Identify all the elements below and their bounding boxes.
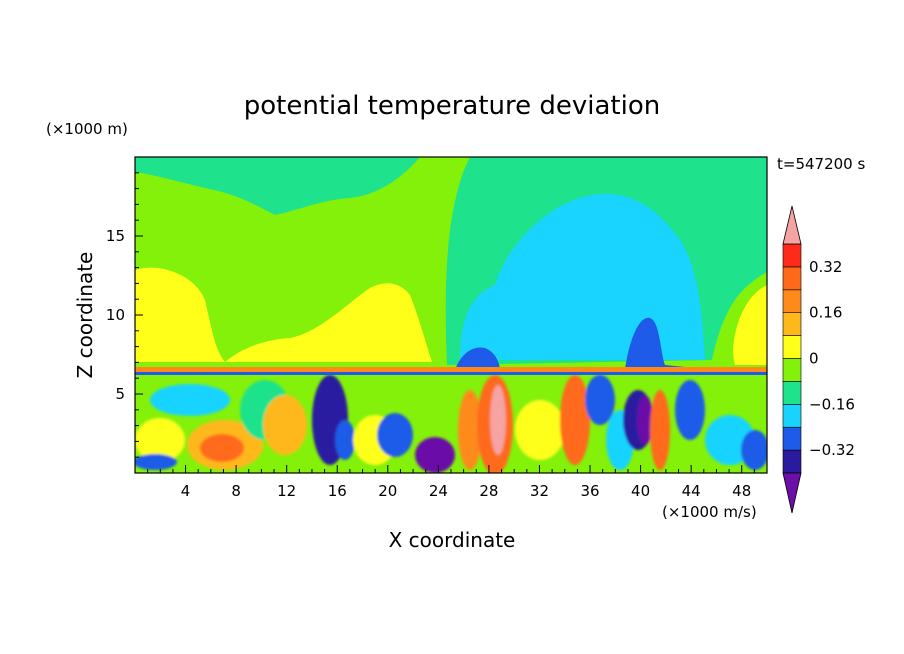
y-axis-label: Z coordinate [73,252,97,379]
field-blob [741,430,767,470]
colorbar-segment [782,243,802,268]
field-blob [150,384,230,416]
field-blob [515,400,565,460]
field-blob [377,413,413,457]
colorbar-segment [782,335,802,359]
colorbar-extension-low [782,472,802,514]
colorbar-segment [782,289,802,313]
field-interface-band [135,367,767,372]
field-blob [135,454,177,470]
plot-area [135,157,767,473]
field-blob [637,395,653,445]
y-unit-label: (×1000 m) [46,120,128,138]
field-blob [415,437,455,473]
x-tick-label: 28 [479,482,498,500]
colorbar-tick-label: 0 [809,350,819,368]
colorbar-tick-label: 0.32 [809,258,842,276]
x-axis-label: X coordinate [389,528,516,552]
field-region-left-warm [135,267,225,362]
colorbar-segment [782,449,802,474]
field-blob [585,375,615,425]
x-tick-label: 36 [580,482,599,500]
colorbar-tick-label: 0.16 [809,304,842,322]
colorbar-segment [782,266,802,291]
field-region-top-left-neg [135,157,420,215]
field-region-cool-core-2 [500,275,560,340]
x-tick-label: 12 [277,482,296,500]
x-tick-label: 48 [732,482,751,500]
x-tick-label: 44 [682,482,701,500]
x-tick-label: 16 [328,482,347,500]
field-blob [490,385,506,455]
x-tick-label: 4 [181,482,191,500]
colorbar-segment [782,381,802,405]
field-blob [650,390,670,470]
field-blob [458,390,482,470]
colorbar-segment [782,358,802,382]
field-interface-band [135,372,767,375]
field-region-right-cold-2 [625,317,715,370]
field-region-mid-warm [225,283,432,362]
x-tick-label: 40 [631,482,650,500]
colorbar-segment [782,312,802,336]
field-region-right-cold-1 [455,347,500,372]
y-tick-label: 15 [106,227,125,245]
field-blob [263,395,307,455]
chart-title: potential temperature deviation [244,91,660,121]
field-region-right-warm [733,285,767,365]
colorbar-tick-label: −0.32 [809,441,855,459]
x-tick-label: 8 [231,482,241,500]
time-label: t=547200 s [777,155,865,173]
colorbar: 0.32 0.16 0 −0.16 −0.32 [782,205,855,514]
field-blob [675,380,705,440]
x-tick-label: 24 [429,482,448,500]
field-blob [560,375,590,465]
x-tick-label: 20 [378,482,397,500]
x-unit-label: (×1000 m/s) [662,503,757,521]
field-blob [135,418,185,462]
y-axis: 5 10 15 [106,172,143,458]
field-blob [200,434,244,462]
field-blob [335,420,355,460]
colorbar-segment [782,426,802,451]
x-tick-label: 32 [530,482,549,500]
x-axis: 4 8 12 16 20 24 28 32 36 40 44 48 [147,465,755,500]
colorbar-tick-label: −0.16 [809,395,855,413]
colorbar-extension-high [782,205,802,245]
y-tick-label: 10 [106,306,125,324]
y-tick-label: 5 [115,385,125,403]
colorbar-segment [782,403,802,428]
